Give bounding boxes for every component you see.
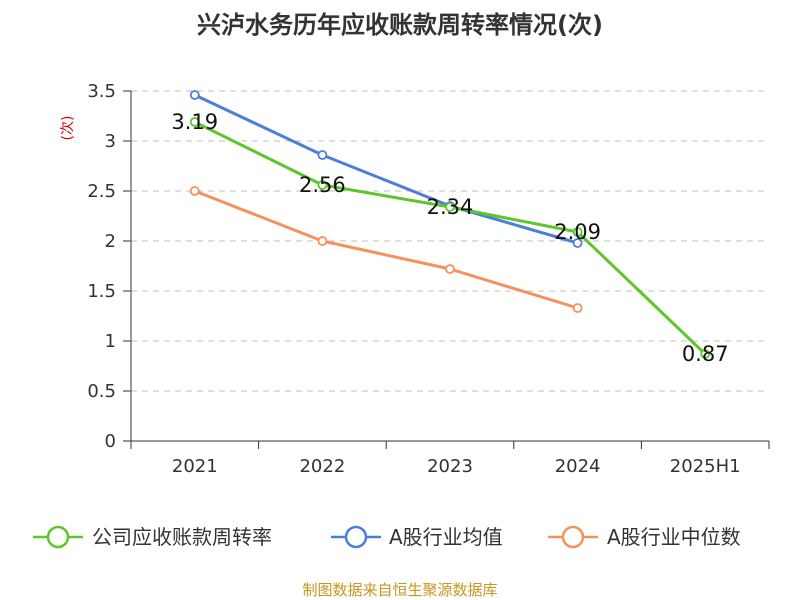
y-tick-label: 2.5: [87, 181, 116, 202]
x-tick-label: 2023: [427, 456, 473, 477]
data-point: [445, 202, 455, 212]
y-tick-label: 1: [105, 331, 116, 352]
x-tick-label: 2021: [172, 456, 218, 477]
y-tick-label: 2: [105, 231, 116, 252]
legend-marker: [561, 525, 585, 549]
series-1: [189, 90, 583, 248]
legend-label: A股行业中位数: [607, 525, 741, 549]
series-0: [189, 117, 711, 359]
series-layer: [189, 90, 711, 359]
data-point: [189, 117, 200, 127]
y-tick-label: 1.5: [87, 281, 116, 302]
data-label: 0.87: [682, 342, 729, 366]
y-axis-label: (次): [60, 116, 76, 141]
data-label: 2.34: [427, 195, 474, 219]
x-tick-label: 2022: [299, 456, 345, 477]
data-point: [317, 180, 328, 190]
legend-item[interactable]: 公司应收账款周转率: [33, 525, 272, 549]
axes: 0 0.5 1 1.5 2 2.5 3 3.5 2021 2022 2023 2024 2025H1: [87, 81, 770, 477]
legend-marker: [46, 525, 70, 549]
y-tick-label: 0: [105, 431, 116, 452]
x-tick-label: 2024: [555, 456, 601, 477]
data-point: [317, 236, 328, 246]
legend-item[interactable]: A股行业中位数: [548, 525, 741, 549]
data-label: 2.09: [554, 220, 601, 244]
data-point: [572, 238, 583, 248]
data-point: [700, 349, 711, 359]
data-point: [317, 150, 328, 160]
legend-label: 公司应收账款周转率: [92, 525, 272, 549]
series-line: [194, 189, 579, 310]
grid-lines: [131, 90, 769, 392]
data-label: 3.19: [171, 110, 218, 134]
y-tick-label: 3.5: [87, 81, 116, 102]
chart-title: 兴泸水务历年应收账款周转率情况(次): [197, 11, 603, 39]
data-point: [189, 186, 200, 196]
y-tick-label: 3: [105, 131, 116, 152]
source-note: 制图数据来自恒生聚源数据库: [302, 581, 497, 599]
legend-item[interactable]: A股行业均值: [331, 525, 503, 549]
series-line: [194, 120, 707, 356]
x-tick-label: 2025H1: [670, 456, 741, 477]
series-2: [189, 186, 583, 313]
data-labels: 3.19 2.56 2.34 2.09 0.87: [171, 110, 728, 366]
series-line: [194, 93, 579, 245]
data-point: [189, 90, 200, 100]
legend: 公司应收账款周转率 A股行业均值 A股行业中位数: [33, 525, 741, 549]
data-label: 2.56: [299, 173, 346, 197]
data-point: [445, 264, 455, 274]
data-point: [572, 227, 583, 237]
legend-label: A股行业均值: [389, 525, 503, 549]
y-tick-label: 0.5: [87, 381, 116, 402]
legend-marker: [344, 525, 368, 549]
data-point: [572, 303, 583, 313]
